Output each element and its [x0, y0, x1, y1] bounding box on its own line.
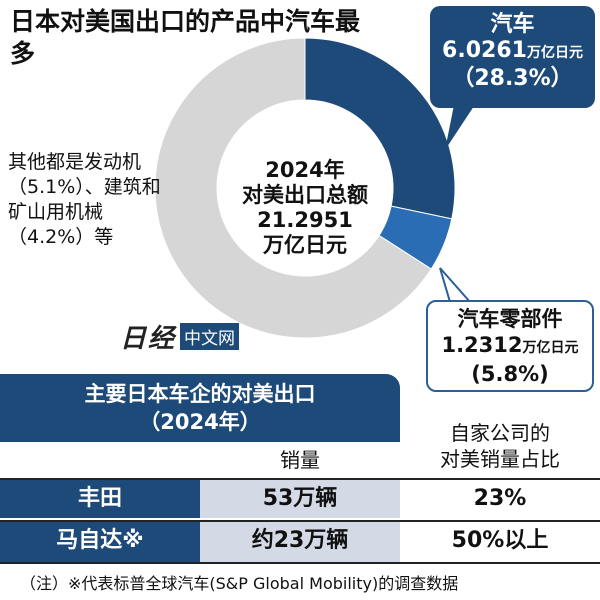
other-annotation: 其他都是发动机 （5.1%）、建筑和 矿山用机械 （4.2%）等 — [8, 150, 208, 250]
table-title-line: 主要日本车企的对美出口 — [84, 382, 316, 406]
company-name: 马自达※ — [0, 522, 200, 562]
donut-center-label: 2024年 对美出口总额 21.2951 万亿日元 — [205, 158, 405, 258]
header-line: 自家公司的 — [450, 421, 550, 445]
center-caption: 对美出口总额 — [242, 183, 368, 207]
car-unit: 万亿日元 — [526, 45, 583, 61]
car-callout-pointer — [445, 100, 478, 150]
car-percent: （28.3%） — [452, 66, 573, 91]
table-title-line: （2024年） — [139, 410, 261, 434]
other-line: 矿山用机械 — [8, 201, 104, 223]
column-header-sales: 销量 — [280, 448, 320, 472]
sales-value: 约23万辆 — [200, 522, 400, 562]
share-value: 50%以上 — [451, 528, 549, 553]
car-callout: 汽车 6.0261万亿日元 （28.3%） — [430, 6, 595, 108]
share-value: 23% — [473, 486, 527, 511]
other-line: （5.1%）、建筑和 — [8, 176, 161, 198]
parts-callout: 汽车零部件 1.2312万亿日元 (5.8%) — [426, 300, 594, 392]
column-header-share: 自家公司的 对美销量占比 — [400, 420, 600, 472]
nikkei-logo: 日经 中文网 — [120, 318, 240, 355]
page-title: 日本对美国出口的产品中汽车最多 — [10, 7, 361, 68]
parts-percent: (5.8%) — [471, 362, 549, 386]
parts-label: 汽车零部件 — [457, 307, 563, 331]
logo-site: 中文网 — [180, 323, 240, 350]
logo-mark: 日经 — [120, 324, 177, 354]
car-label: 汽车 — [490, 12, 535, 37]
sales-value: 53万辆 — [200, 480, 400, 518]
donut-chart — [154, 37, 478, 339]
donut-slice-2 — [154, 37, 432, 339]
car-value: 6.0261 — [442, 38, 527, 63]
center-year: 2024年 — [265, 158, 345, 182]
parts-unit: 万亿日元 — [522, 340, 579, 356]
table-row: 丰田 53万辆 23% — [0, 478, 600, 518]
footnote: （注）※代表标普全球汽车(S&P Global Mobility)的调查数据 — [20, 574, 459, 593]
center-unit: 万亿日元 — [263, 233, 347, 257]
company-name: 丰田 — [0, 480, 200, 518]
other-line: 其他都是发动机 — [8, 151, 142, 173]
center-total: 21.2951 — [257, 208, 353, 232]
donut-slice-0 — [304, 37, 456, 220]
table-title: 主要日本车企的对美出口 （2024年） — [0, 374, 400, 442]
table-row: 马自达※ 约23万辆 50%以上 — [0, 520, 600, 564]
parts-value: 1.2312 — [441, 333, 523, 357]
other-line: （4.2%）等 — [8, 226, 114, 248]
header-line: 对美销量占比 — [440, 447, 560, 471]
parts-callout-pointer — [439, 267, 473, 303]
